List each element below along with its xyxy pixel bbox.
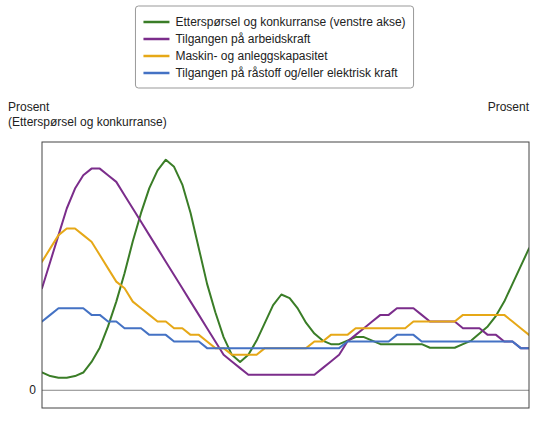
series-line bbox=[42, 160, 529, 378]
legend-label: Tilgangen på råstoff og/eller elektrisk … bbox=[175, 66, 398, 80]
legend-label: Maskin- og anleggskapasitet bbox=[175, 49, 328, 63]
plot-frame bbox=[42, 142, 529, 408]
legend-frame bbox=[135, 6, 413, 88]
legend-label: Etterspørsel og konkurranse (venstre aks… bbox=[175, 15, 405, 29]
lines bbox=[42, 160, 529, 378]
y2-axis-label: Prosent bbox=[488, 100, 530, 114]
y-tick-label: 0 bbox=[29, 383, 36, 397]
legend-swatch bbox=[143, 72, 169, 75]
legend-swatch bbox=[143, 55, 169, 58]
chart: Etterspørsel og konkurranse (venstre aks… bbox=[0, 0, 549, 426]
series-line bbox=[42, 308, 529, 348]
legend: Etterspørsel og konkurranse (venstre aks… bbox=[135, 6, 413, 88]
y-axis-label: Prosent(Etterspørsel og konkurranse) bbox=[8, 100, 167, 129]
legend-label: Tilgangen på arbeidskraft bbox=[175, 32, 311, 46]
legend-swatch bbox=[143, 38, 169, 41]
grid bbox=[42, 390, 529, 391]
background bbox=[0, 0, 549, 426]
legend-swatch bbox=[143, 21, 169, 24]
grid-line bbox=[42, 390, 529, 391]
series-line bbox=[42, 169, 529, 375]
series-line bbox=[42, 228, 529, 354]
